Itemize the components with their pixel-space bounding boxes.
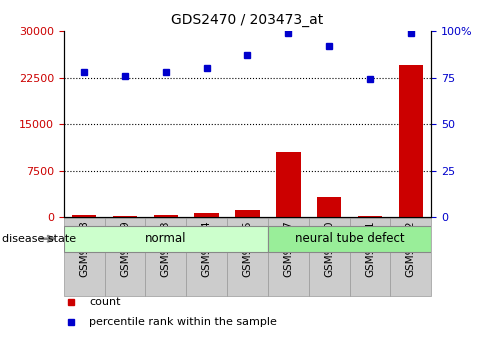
Bar: [317, 197, 342, 217]
Text: neural tube defect: neural tube defect: [294, 233, 404, 245]
FancyBboxPatch shape: [391, 218, 431, 296]
Bar: [358, 216, 382, 217]
Text: disease state: disease state: [2, 234, 76, 244]
FancyBboxPatch shape: [268, 226, 431, 252]
Bar: [195, 213, 219, 217]
FancyBboxPatch shape: [227, 218, 268, 296]
FancyBboxPatch shape: [349, 218, 391, 296]
FancyBboxPatch shape: [309, 218, 349, 296]
FancyBboxPatch shape: [268, 218, 309, 296]
Title: GDS2470 / 203473_at: GDS2470 / 203473_at: [172, 13, 323, 27]
Bar: [153, 216, 178, 217]
Bar: [235, 210, 260, 217]
Text: normal: normal: [145, 233, 187, 245]
FancyBboxPatch shape: [64, 218, 104, 296]
Bar: [398, 65, 423, 217]
FancyBboxPatch shape: [146, 218, 186, 296]
Bar: [72, 215, 97, 217]
FancyBboxPatch shape: [64, 226, 268, 252]
Text: percentile rank within the sample: percentile rank within the sample: [89, 317, 277, 327]
FancyBboxPatch shape: [186, 218, 227, 296]
Bar: [113, 216, 137, 217]
Bar: [276, 152, 300, 217]
Text: count: count: [89, 297, 121, 307]
FancyBboxPatch shape: [104, 218, 146, 296]
